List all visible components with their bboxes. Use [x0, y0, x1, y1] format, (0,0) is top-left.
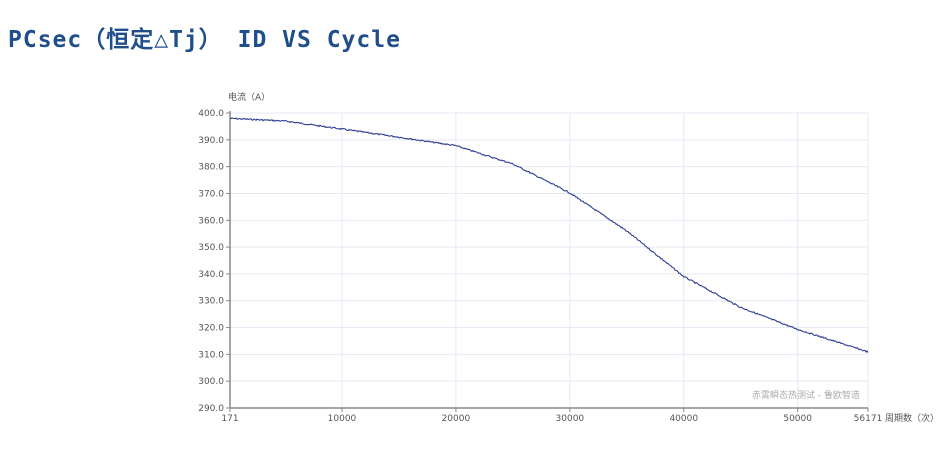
- x-tick-label: 171: [221, 414, 238, 424]
- y-axis-label: 电流（A）: [228, 91, 270, 103]
- x-axis-label: 周期数（次）: [885, 412, 939, 424]
- y-tick-label: 360.0: [198, 216, 224, 226]
- y-tick-label: 300.0: [198, 377, 224, 387]
- x-tick-label: 30000: [556, 414, 585, 424]
- x-tick-label: 40000: [669, 414, 698, 424]
- y-tick-label: 380.0: [198, 163, 224, 173]
- y-tick-label: 370.0: [198, 189, 224, 199]
- series-line: [229, 117, 869, 353]
- x-tick-label: 50000: [783, 414, 812, 424]
- x-tick-label: 56171: [854, 414, 883, 424]
- y-tick-label: 320.0: [198, 324, 224, 334]
- x-tick-label: 20000: [442, 414, 471, 424]
- y-tick-label: 350.0: [198, 243, 224, 253]
- x-tick-label: 10000: [328, 414, 357, 424]
- y-tick-label: 330.0: [198, 297, 224, 307]
- watermark: 赤霄瞬态热测试 - 鲁欧智造: [752, 389, 860, 401]
- y-tick-label: 310.0: [198, 350, 224, 360]
- y-tick-label: 290.0: [198, 404, 224, 414]
- y-tick-label: 400.0: [198, 109, 224, 119]
- page-title: PCsec（恒定△Tj） ID VS Cycle: [8, 27, 401, 53]
- y-tick-label: 390.0: [198, 136, 224, 146]
- y-tick-label: 340.0: [198, 270, 224, 280]
